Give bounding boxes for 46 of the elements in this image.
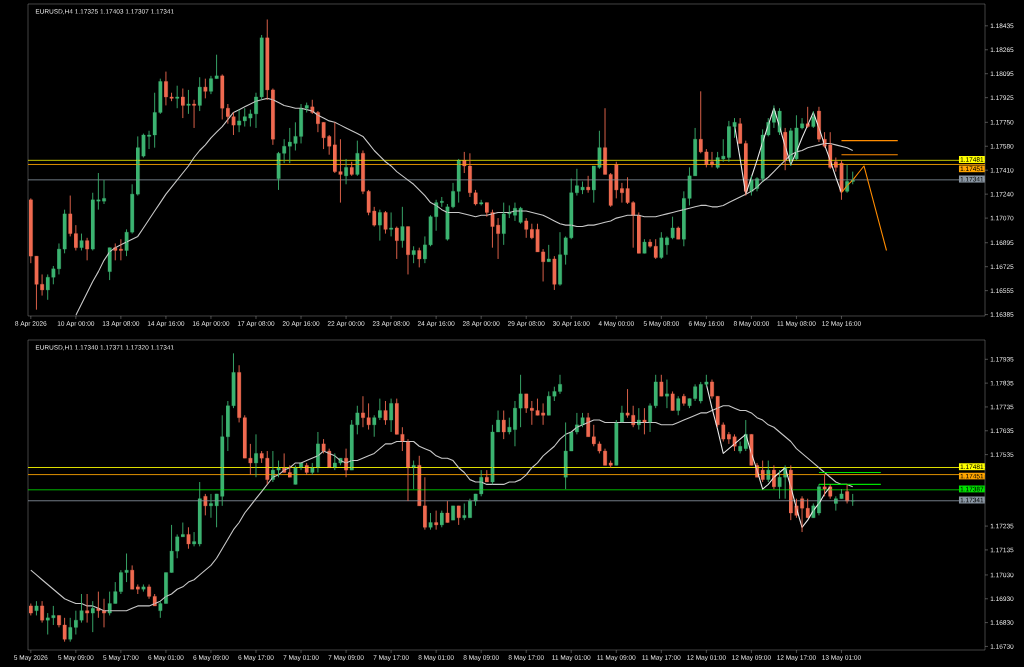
candlestick [51,605,56,626]
candlestick [484,469,489,483]
candlestick [310,462,315,476]
candlestick [642,238,647,254]
candlestick [586,175,591,194]
candlestick [175,85,180,109]
candlestick [417,247,422,268]
candlestick [614,419,619,466]
candlestick [451,505,455,521]
candlestick [501,410,506,440]
candlestick [439,510,444,528]
candlestick [85,593,90,624]
candlestick [839,488,844,500]
candlestick [434,510,439,531]
candlestick [389,212,394,237]
candlestick [608,460,613,469]
candlestick [473,189,478,206]
candlestick [186,89,191,115]
candlestick [428,512,433,531]
candlestick [546,244,551,263]
candlestick [704,374,709,388]
candlestick [479,199,484,206]
candlestick [85,237,90,261]
candlestick [203,78,208,99]
candlestick [141,584,146,593]
candlestick [124,553,129,583]
candlestick [28,603,33,616]
line-series [705,383,831,528]
candlestick [180,88,185,119]
candlestick [304,102,309,113]
candlestick [192,99,197,129]
candlestick [34,600,39,616]
candlestick [276,460,281,478]
candlestick [766,460,771,483]
candlestick [169,92,174,102]
candlestick [642,407,647,435]
candlestick [90,600,95,633]
candlestick [580,181,585,195]
candlestick [676,395,681,416]
candlestick [45,612,50,635]
candlestick [248,443,253,476]
candlestick [214,54,219,80]
candlestick [850,493,855,507]
candlestick [231,112,236,136]
candlestick [338,138,343,204]
candlestick [676,226,681,240]
